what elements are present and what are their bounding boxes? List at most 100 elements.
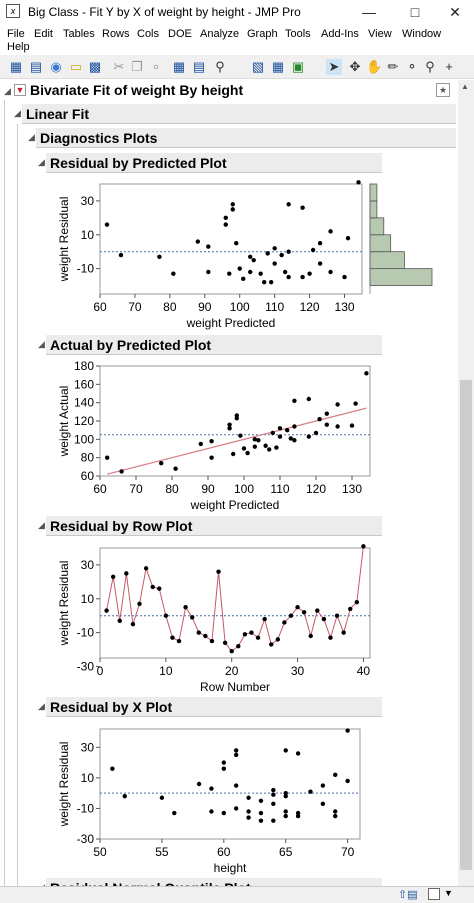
menu-help[interactable]: Help (7, 41, 30, 53)
menu-window[interactable]: Window (402, 28, 442, 40)
cut-icon[interactable]: ✂ (113, 59, 125, 74)
minimize-icon[interactable]: — (362, 4, 376, 20)
data-point (252, 444, 257, 449)
data-point (176, 638, 182, 644)
lasso-icon[interactable]: ⚬ (406, 59, 418, 74)
data-point (209, 438, 214, 444)
x-tick-label: 55 (155, 845, 169, 859)
nav-icon[interactable]: ⇧▤ (398, 889, 418, 901)
pin-icon[interactable]: ★ (436, 83, 450, 97)
data-point (277, 426, 283, 431)
residual-predicted-chart[interactable]: 60 70 80 90 100 110 120 130 -10 10 30 weight Predic… (40, 176, 450, 331)
save-icon[interactable]: ▩ (88, 59, 102, 74)
data-point (137, 601, 142, 607)
collapse-triangle-icon[interactable]: ◢ (4, 86, 11, 96)
menu-analyze[interactable]: Analyze (200, 28, 240, 40)
crosshair-icon[interactable]: ✥ (349, 59, 361, 74)
data-point (234, 241, 239, 246)
arrow-icon[interactable]: ➤ (326, 59, 342, 75)
data-point (230, 207, 235, 212)
collapse-triangle-icon[interactable]: ◢ (38, 882, 45, 886)
x-tick-label: 10 (159, 664, 173, 678)
menu-rows[interactable]: Rows (102, 28, 130, 40)
paste-icon[interactable]: ▫ (153, 59, 159, 74)
new-table-icon[interactable]: ▦ (9, 59, 23, 74)
chart-icon[interactable]: ▧ (251, 59, 265, 74)
collapse-triangle-icon[interactable]: ◢ (38, 339, 45, 349)
data-point (283, 813, 288, 819)
vertical-scrollbar[interactable]: ▲ (458, 80, 474, 886)
add-icon[interactable]: ▣ (291, 59, 305, 74)
maximize-icon[interactable]: □ (410, 4, 420, 20)
journal-icon[interactable]: ▤ (192, 59, 206, 74)
diagnostics-header[interactable]: Diagnostics Plots (36, 128, 456, 148)
y-tick-label: 30 (81, 740, 95, 754)
data-point (364, 371, 369, 376)
menu-doe[interactable]: DOE (168, 28, 192, 40)
normal-quantile-header[interactable]: Residual Normal Quantile Plot (46, 878, 382, 886)
collapse-triangle-icon[interactable]: ◢ (28, 132, 35, 142)
x-tick-label: 60 (217, 845, 231, 859)
close-icon[interactable]: ✕ (449, 4, 461, 20)
data-point (265, 251, 270, 256)
search-icon[interactable]: ⚲ (215, 59, 225, 74)
menu-cols[interactable]: Cols (137, 28, 160, 40)
table-icon[interactable]: ▦ (271, 59, 285, 74)
collapse-triangle-icon[interactable]: ◢ (38, 701, 45, 711)
x-tick-label: 40 (357, 664, 371, 678)
scroll-up-icon[interactable]: ▲ (461, 82, 469, 91)
collapse-triangle-icon[interactable]: ◢ (38, 520, 45, 530)
collapse-triangle-icon[interactable]: ◢ (38, 157, 45, 167)
brush-icon[interactable]: ✏ (387, 59, 399, 74)
hand-icon[interactable]: ✋ (366, 59, 383, 74)
red-triangle-menu-icon[interactable]: ▼ (14, 84, 26, 96)
python-icon[interactable]: ◉ (50, 59, 62, 74)
data-point (328, 229, 333, 234)
dropdown-icon[interactable]: ▼ (444, 888, 453, 898)
residual-x-chart[interactable]: 50 55 60 65 70 -30 -10 10 30 height weight Residua… (40, 721, 450, 876)
data-table-icon[interactable]: ▦ (172, 59, 186, 74)
x-tick-label: 110 (265, 300, 284, 314)
actual-predicted-chart[interactable]: 60 70 80 90 100 110 120 1306080100120140160180w… (40, 358, 450, 513)
data-point (227, 426, 232, 431)
magnifier-icon[interactable]: ⚲ (425, 59, 435, 74)
scroll-thumb[interactable] (460, 380, 472, 870)
residual-row-chart[interactable]: 0 10 20 30 40 -30 -10 10 30 Row Number weight Resi… (40, 540, 450, 695)
open-icon[interactable]: ▭ (69, 59, 83, 74)
data-point (209, 455, 214, 460)
data-point (269, 642, 274, 647)
window-state-icon[interactable] (428, 888, 440, 900)
menu-tools[interactable]: Tools (285, 28, 311, 40)
data-point (295, 813, 301, 819)
data-point (333, 772, 338, 778)
x-tick-label: 70 (128, 300, 142, 314)
title-bar: x Big Class - Fit Y by X of weight by he… (0, 0, 474, 24)
collapse-triangle-icon[interactable]: ◢ (14, 108, 21, 118)
plus-icon[interactable]: + (445, 59, 453, 74)
histogram-bar (369, 234, 392, 253)
data-point (251, 257, 256, 263)
menu-edit[interactable]: Edit (34, 28, 53, 40)
copy-icon[interactable]: ❐ (131, 59, 143, 74)
data-point (258, 810, 264, 816)
residual-predicted-header[interactable]: Residual by Predicted Plot (46, 153, 382, 173)
linear-fit-header[interactable]: Linear Fit (22, 104, 456, 124)
new-script-icon[interactable]: ▤ (29, 59, 43, 74)
menu-file[interactable]: File (7, 28, 25, 40)
data-point (248, 269, 253, 275)
menu-addins[interactable]: Add-Ins (321, 28, 359, 40)
bivariate-header[interactable]: Bivariate Fit of weight By height (26, 80, 456, 100)
menu-tables[interactable]: Tables (63, 28, 95, 40)
menu-graph[interactable]: Graph (247, 28, 278, 40)
residual-row-header[interactable]: Residual by Row Plot (46, 516, 382, 536)
data-point (292, 438, 297, 443)
menu-view[interactable]: View (368, 28, 392, 40)
plot-frame (99, 728, 361, 840)
data-point (320, 783, 326, 788)
histogram-bar (369, 183, 378, 202)
residual-x-header[interactable]: Residual by X Plot (46, 697, 382, 717)
x-tick-label: 120 (306, 482, 326, 496)
y-axis-label: weight Residual (57, 197, 71, 283)
actual-predicted-header[interactable]: Actual by Predicted Plot (46, 335, 382, 355)
y-axis-label: weight Residual (57, 561, 71, 647)
